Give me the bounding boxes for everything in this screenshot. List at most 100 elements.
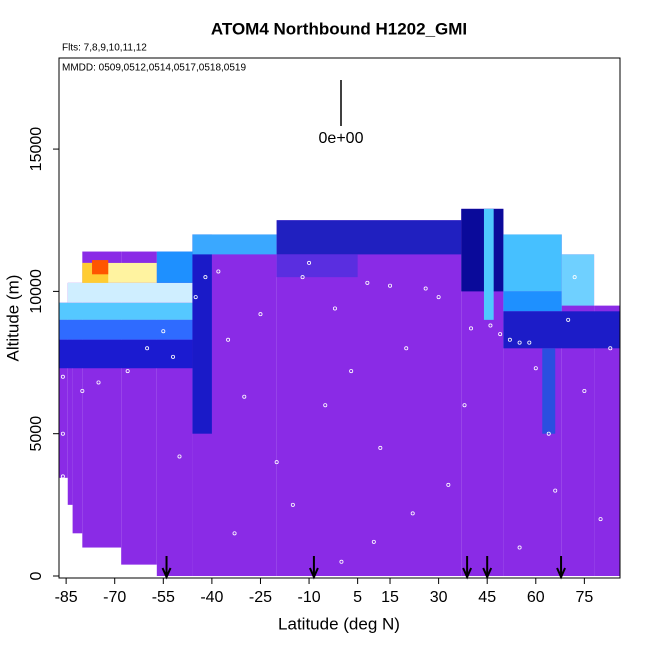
x-tick-label: 5 [353, 589, 362, 606]
arrow-head [308, 567, 319, 580]
sample-point [436, 295, 441, 300]
curtain-cell [92, 260, 109, 275]
sample-point [446, 482, 451, 487]
sample-point [274, 460, 279, 465]
x-tick-label: 15 [381, 589, 399, 606]
sample-point [349, 369, 354, 374]
curtain-cell [503, 291, 562, 312]
sample-point [332, 306, 337, 311]
arrow [161, 556, 172, 580]
x-tick-label: -40 [200, 589, 223, 606]
sample-point [226, 337, 231, 342]
curtain-cell [59, 319, 193, 340]
annotation: MMDD: 0509,0512,0514,0517,0518,0519 [62, 63, 246, 74]
curtain-cell [561, 254, 595, 306]
x-tick-label: 45 [478, 589, 496, 606]
sample-point [171, 354, 176, 359]
curtain-cell [542, 348, 556, 434]
sample-point [598, 517, 603, 522]
curtain-cell [461, 208, 504, 292]
curtain-cell [192, 234, 212, 434]
curtain-cell [503, 234, 562, 292]
sample-point [80, 389, 85, 394]
x-tick-label: -10 [297, 589, 320, 606]
arrow-head [556, 567, 566, 580]
sample-point [300, 275, 305, 280]
sample-point [572, 275, 577, 280]
arrow [482, 556, 493, 580]
chart-title: ATOM4 Northbound H1202_GMI [211, 19, 467, 38]
sample-point [566, 317, 571, 322]
sample-point [582, 389, 587, 394]
arrow [556, 556, 566, 580]
curtain-cell [276, 254, 358, 278]
sample-point [553, 488, 558, 493]
sample-point [216, 269, 221, 274]
curtain-cell [503, 311, 620, 349]
arrow [308, 556, 319, 580]
sample-point [258, 312, 263, 317]
sample-point [410, 511, 415, 516]
curtain-cell [59, 302, 193, 320]
arrow [462, 556, 473, 580]
curtain-cell [59, 302, 68, 478]
curtain-cell [72, 282, 83, 534]
arrow-head [161, 567, 172, 580]
sample-point [145, 346, 150, 351]
sample-point [323, 403, 328, 408]
y-axis-title: Altitude (m) [3, 275, 22, 362]
sample-point [462, 403, 467, 408]
curtain-cell [276, 220, 462, 255]
sample-point [125, 369, 130, 374]
y-tick-label: 5000 [28, 416, 45, 452]
sample-point [527, 340, 532, 345]
sample-point [242, 394, 247, 399]
sample-point [546, 431, 551, 436]
curtain-cell [156, 251, 193, 283]
curtain-cell [67, 282, 193, 303]
sample-point [533, 366, 538, 371]
x-tick-label: 30 [430, 589, 448, 606]
y-tick-label: 15000 [28, 127, 45, 172]
sample-point [469, 326, 474, 331]
sample-point [60, 474, 65, 479]
sample-point [388, 283, 393, 288]
curtain-cell [561, 254, 595, 577]
curtain-cell [483, 208, 494, 320]
curtain-cell [59, 339, 193, 369]
sample-point [232, 531, 237, 536]
x-axis-title: Latitude (deg N) [278, 614, 400, 633]
y-tick-label: 0 [28, 571, 45, 580]
x-tick-label: -25 [249, 589, 272, 606]
sample-point [96, 380, 101, 385]
curtain-cell [192, 234, 277, 255]
sample-point [404, 346, 409, 351]
x-tick-label: 60 [527, 589, 545, 606]
sample-point [371, 539, 376, 544]
sample-point [60, 431, 65, 436]
sample-point [488, 323, 493, 328]
legend-label: 0e+00 [319, 130, 364, 147]
y-tick-label: 10000 [28, 269, 45, 314]
x-tick-label: -55 [152, 589, 175, 606]
x-tick-label: 75 [575, 589, 593, 606]
curtain-cell [67, 282, 73, 505]
sample-point [517, 545, 522, 550]
sample-point [507, 337, 512, 342]
sample-point [203, 275, 208, 280]
sample-point [193, 295, 198, 300]
sample-point [423, 286, 428, 291]
sample-point [608, 346, 613, 351]
sample-point [161, 329, 166, 334]
curtain-cell [594, 305, 620, 577]
sample-point [177, 454, 182, 459]
x-tick-label: -70 [103, 589, 126, 606]
curtain-cell [276, 220, 462, 577]
sample-point [378, 445, 383, 450]
arrow-head [482, 567, 493, 580]
sample-point [365, 280, 370, 285]
x-tick-label: -85 [55, 589, 78, 606]
sample-point [498, 332, 503, 337]
sample-point [60, 374, 65, 379]
